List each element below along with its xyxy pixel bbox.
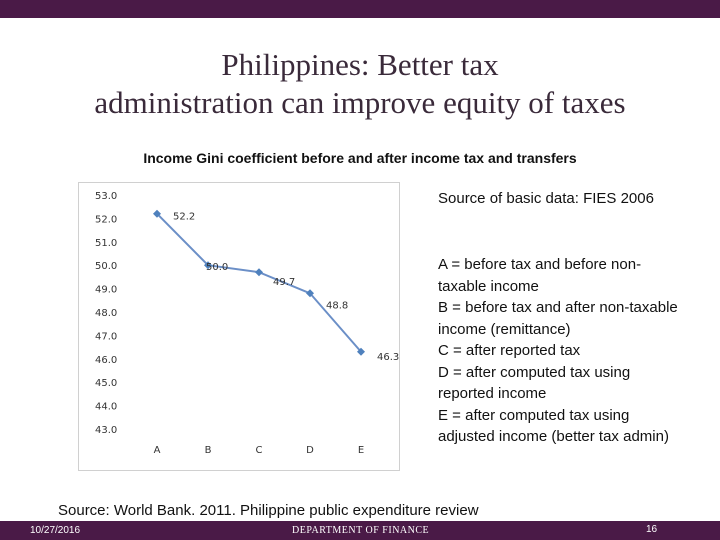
y-tick-label: 51.0	[95, 238, 117, 249]
legend-item-d: D = after computed tax using reported in…	[438, 363, 631, 403]
footer-department: DEPARTMENT OF FINANCE	[292, 525, 430, 536]
y-tick-label: 43.0	[95, 425, 117, 436]
legend-item-e: E = after computed tax using adjusted in…	[438, 406, 669, 446]
top-bar	[0, 0, 720, 18]
source-citation: Source: World Bank. 2011. Philippine pub…	[58, 502, 479, 519]
series-line	[156, 213, 362, 353]
data-point	[306, 289, 314, 298]
x-tick-label: C	[256, 445, 263, 456]
y-tick-label: 46.0	[95, 355, 117, 366]
page-number: 16	[646, 524, 658, 535]
data-label: 50.0	[206, 262, 228, 273]
title-line-1: Philippines: Better tax	[221, 47, 499, 82]
legend-item-b: B = before tax and after non-taxable inc…	[438, 299, 678, 338]
footer-bar: 10/27/2016 DEPARTMENT OF FINANCE 16	[0, 521, 720, 540]
y-tick-label: 49.0	[95, 285, 117, 296]
category-legend: A = before tax and before non-taxable in…	[438, 254, 688, 448]
data-label: 52.2	[173, 212, 195, 223]
legend-item-c: C = after reported tax	[438, 342, 581, 359]
slide-title: Philippines: Better tax administration c…	[0, 46, 720, 122]
x-tick-label: A	[154, 445, 161, 456]
x-tick-label: B	[205, 445, 212, 456]
data-point	[153, 209, 161, 218]
y-tick-label: 48.0	[95, 308, 117, 319]
y-tick-label: 50.0	[95, 261, 117, 272]
data-label: 46.3	[377, 352, 399, 363]
y-tick-label: 44.0	[95, 402, 117, 413]
data-point	[204, 261, 212, 270]
y-tick-label: 47.0	[95, 331, 117, 342]
basic-data-source: Source of basic data: FIES 2006	[438, 190, 654, 207]
title-line-2: administration can improve equity of tax…	[94, 85, 626, 120]
y-tick-label: 52.0	[95, 214, 117, 225]
data-label: 48.8	[326, 300, 348, 311]
x-tick-label: D	[306, 445, 314, 456]
data-point	[255, 268, 263, 277]
chart-title: Income Gini coefficient before and after…	[143, 150, 577, 166]
y-tick-label: 45.0	[95, 378, 117, 389]
footer-date: 10/27/2016	[30, 525, 81, 536]
legend-item-a: A = before tax and before non-taxable in…	[438, 256, 642, 295]
x-tick-label: E	[358, 445, 364, 456]
data-point	[357, 347, 365, 356]
chart-frame: 53.0 52.0 51.0 50.0 49.0 48.0 47.0 46.0 45.0 44.0…	[78, 182, 400, 471]
y-tick-label: 53.0	[95, 191, 117, 202]
gini-line-chart: 53.0 52.0 51.0 50.0 49.0 48.0 47.0 46.0 45.0 44.0…	[95, 191, 399, 456]
data-label: 49.7	[273, 277, 295, 288]
